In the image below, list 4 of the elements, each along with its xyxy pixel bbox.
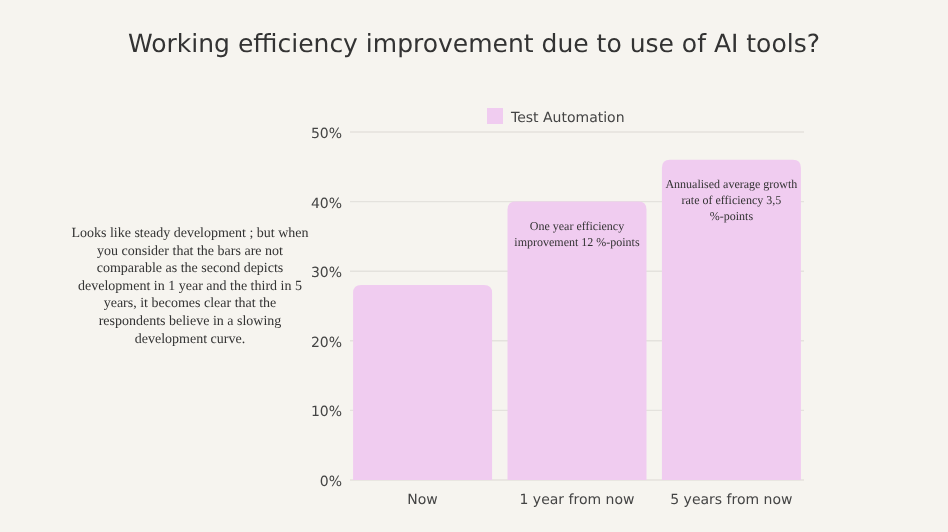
bar [507,201,647,480]
chart-title: Working efficiency improvement due to use of AI tools? [128,28,820,58]
bar [661,159,801,480]
bar [353,285,493,480]
